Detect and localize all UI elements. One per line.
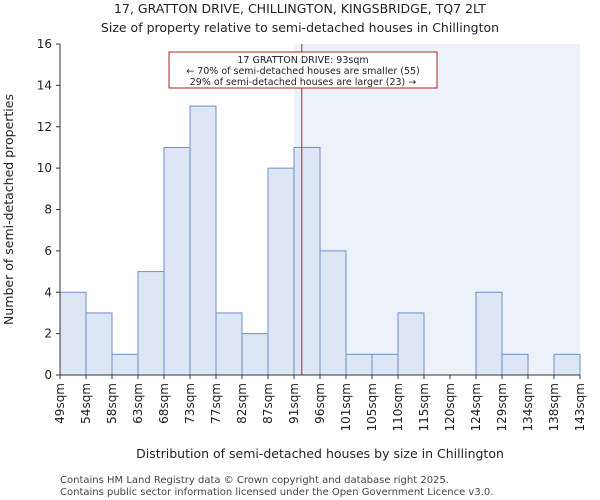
y-tick-label: 2 <box>44 327 52 341</box>
x-tick-label: 49sqm <box>53 383 67 424</box>
annotation-line-3: 29% of semi-detached houses are larger (… <box>190 77 417 88</box>
bar-96sqm <box>319 250 347 376</box>
annotation-line-2: ← 70% of semi-detached houses are smalle… <box>186 66 420 77</box>
x-tick-label: 82sqm <box>235 383 249 424</box>
y-tick-label: 6 <box>44 244 52 258</box>
y-ticks-group: 0 2 4 6 8 10 12 14 16 <box>37 37 60 382</box>
y-tick-label: 8 <box>44 203 52 217</box>
x-tick-label: 143sqm <box>573 383 587 431</box>
bar-68sqm <box>163 146 191 376</box>
x-tick-label: 110sqm <box>391 383 405 431</box>
bar-58sqm <box>111 353 139 376</box>
x-axis-label: Distribution of semi-detached houses by … <box>136 446 504 461</box>
bar-129sqm <box>501 353 529 376</box>
bar-91sqm <box>293 146 321 376</box>
bar-82sqm <box>241 333 269 376</box>
annotation-box <box>168 51 438 89</box>
bar-101sqm <box>345 353 373 376</box>
x-tick-label: 87sqm <box>261 383 275 424</box>
bar-73sqm <box>189 105 217 376</box>
bar-110sqm <box>397 312 425 376</box>
chart-title: 17, GRATTON DRIVE, CHILLINGTON, KINGSBRI… <box>114 1 486 16</box>
x-tick-label: 101sqm <box>339 383 353 431</box>
bar-77sqm <box>215 312 243 376</box>
x-tick-label: 96sqm <box>313 383 327 424</box>
x-tick-label: 138sqm <box>547 383 561 431</box>
x-tick-label: 77sqm <box>209 383 223 424</box>
y-axis-label: Number of semi-detached properties <box>1 94 16 325</box>
bar-105sqm <box>371 353 399 376</box>
footer-line-2: Contains public sector information licen… <box>60 487 493 498</box>
x-tick-label: 120sqm <box>443 383 457 431</box>
y-tick-label: 12 <box>37 120 52 134</box>
annotation-line-1: 17 GRATTON DRIVE: 93sqm <box>237 55 368 66</box>
bar-87sqm <box>267 167 295 376</box>
bar-49sqm <box>59 291 87 376</box>
footer-line-1: Contains HM Land Registry data © Crown c… <box>60 475 449 486</box>
x-tick-label: 73sqm <box>183 383 197 424</box>
x-tick-label: 124sqm <box>469 383 483 431</box>
bar-63sqm <box>137 271 165 376</box>
x-tick-label: 68sqm <box>157 383 171 424</box>
chart-subtitle: Size of property relative to semi-detach… <box>101 20 499 35</box>
x-tick-label: 115sqm <box>417 383 431 431</box>
x-tick-label: 105sqm <box>365 383 379 431</box>
x-tick-label: 63sqm <box>131 383 145 424</box>
x-tick-label: 54sqm <box>79 383 93 424</box>
bar-124sqm <box>475 291 503 376</box>
y-tick-label: 10 <box>37 161 52 175</box>
bars-group <box>59 105 581 376</box>
x-ticks-group: 49sqm 54sqm 58sqm 63sqm 68sqm 73sqm 77sqm 82sqm… <box>53 375 587 431</box>
x-tick-label: 58sqm <box>105 383 119 424</box>
y-tick-label: 4 <box>44 285 52 299</box>
bar-54sqm <box>85 312 113 376</box>
x-tick-label: 91sqm <box>287 383 301 424</box>
y-tick-label: 14 <box>37 78 52 92</box>
x-tick-label: 129sqm <box>495 383 509 431</box>
y-tick-label: 0 <box>44 368 52 382</box>
y-tick-label: 16 <box>37 37 52 51</box>
x-tick-label: 134sqm <box>521 383 535 431</box>
bar-138sqm <box>553 353 581 376</box>
